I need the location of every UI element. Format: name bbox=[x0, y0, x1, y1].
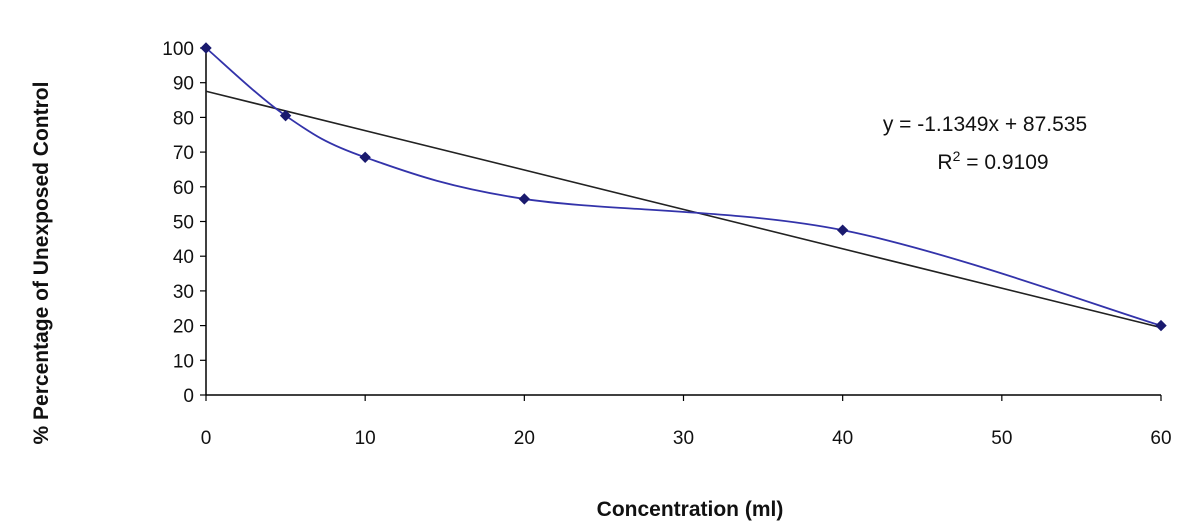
x-axis-title: Concentration (ml) bbox=[597, 498, 784, 521]
y-tick-label: 90 bbox=[173, 74, 194, 95]
y-tick-label: 0 bbox=[183, 386, 194, 407]
y-axis-title: % Percentage of Unexposed Control bbox=[30, 82, 53, 445]
y-tick-label: 60 bbox=[173, 178, 194, 199]
y-tick-label: 100 bbox=[162, 39, 194, 60]
x-tick-label: 60 bbox=[1150, 428, 1171, 449]
series-line bbox=[205, 47, 1162, 327]
y-tick-label: 70 bbox=[173, 143, 194, 164]
trendline-layer bbox=[205, 90, 1162, 329]
y-tick-label: 50 bbox=[173, 213, 194, 234]
x-tick-label: 30 bbox=[673, 428, 694, 449]
trendline-equation: y = -1.1349x + 87.535 bbox=[883, 113, 1087, 136]
data-point-marker bbox=[836, 224, 849, 236]
x-tick-label: 40 bbox=[832, 428, 853, 449]
x-tick-label: 50 bbox=[991, 428, 1012, 449]
data-point-marker bbox=[518, 193, 531, 205]
axes bbox=[200, 46, 1162, 401]
y-tick-label: 40 bbox=[173, 247, 194, 268]
r-squared-value: = 0.9109 bbox=[960, 151, 1048, 174]
data-point-marker bbox=[359, 151, 371, 164]
y-tick-label: 10 bbox=[173, 351, 194, 372]
series-layer bbox=[200, 42, 1167, 332]
r-squared-exponent: 2 bbox=[953, 148, 961, 164]
x-tick-label: 20 bbox=[514, 428, 535, 449]
data-point-marker bbox=[1155, 319, 1167, 332]
y-tick-label: 30 bbox=[173, 282, 194, 303]
x-tick-label: 0 bbox=[201, 428, 212, 449]
data-point-marker bbox=[200, 42, 212, 54]
y-tick-label: 80 bbox=[173, 108, 194, 129]
r-squared-prefix: R bbox=[937, 151, 952, 174]
data-point-marker bbox=[279, 109, 292, 122]
linear-trendline bbox=[205, 90, 1162, 329]
tick-labels: 0 10 20 30 40 50 60 70 80 90 100 0 10 20 30 40 50 60 bbox=[162, 39, 1171, 449]
x-tick-label: 10 bbox=[355, 428, 376, 449]
r-squared-annotation: R2 = 0.9109 bbox=[937, 148, 1048, 174]
y-tick-label: 20 bbox=[173, 317, 194, 338]
